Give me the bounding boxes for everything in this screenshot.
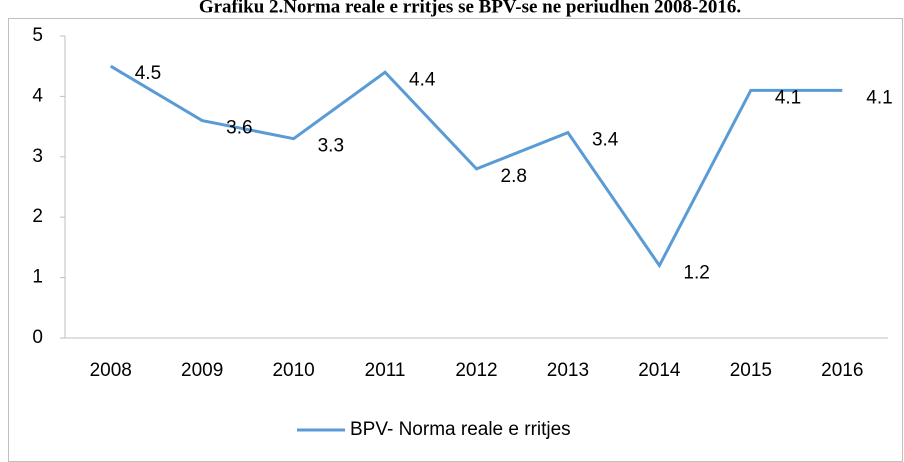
data-label: 4.4 — [409, 69, 436, 90]
data-label: 2.8 — [501, 166, 527, 187]
x-tick-label: 2014 — [638, 360, 681, 381]
data-label: 3.4 — [592, 130, 619, 151]
data-label: 4.1 — [775, 87, 801, 108]
x-tick-label: 2009 — [181, 360, 223, 381]
y-tick-label: 3 — [32, 146, 43, 167]
x-tick-label: 2015 — [730, 360, 772, 381]
chart-title: Grafiku 2.Norma reale e rritjes se BPV-s… — [199, 0, 741, 17]
x-tick-label: 2012 — [455, 360, 497, 381]
data-label: 3.3 — [318, 136, 344, 157]
y-tick-label: 1 — [32, 267, 43, 288]
x-tick-label: 2008 — [90, 360, 132, 381]
data-label: 4.1 — [866, 87, 892, 108]
x-tick-label: 2013 — [547, 360, 589, 381]
data-label: 3.6 — [226, 118, 252, 139]
x-tick-label: 2016 — [821, 360, 863, 381]
data-line — [109, 64, 843, 269]
y-tick-label: 5 — [32, 25, 43, 46]
x-tick-label: 2010 — [272, 360, 314, 381]
y-tick-label: 0 — [32, 327, 43, 348]
legend-label: BPV- Norma reale e rritjes — [350, 419, 571, 440]
data-label: 4.5 — [135, 63, 161, 84]
y-tick-label: 4 — [32, 85, 43, 106]
y-tick-label: 2 — [32, 206, 43, 227]
x-tick-label: 2011 — [365, 360, 406, 381]
data-label: 1.2 — [683, 263, 709, 284]
